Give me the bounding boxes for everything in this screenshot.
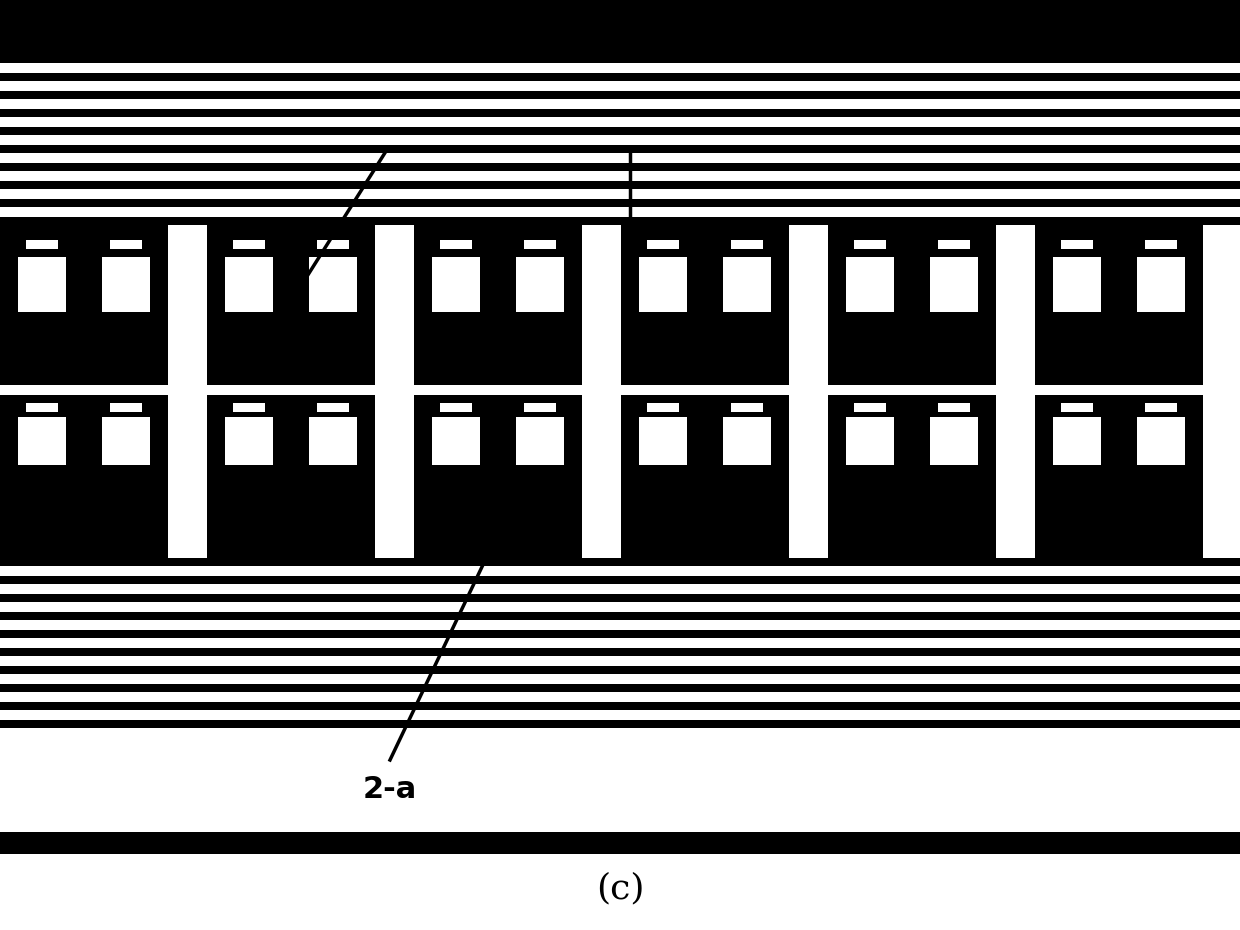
Bar [374, 222, 414, 225]
Bar [1145, 240, 1177, 249]
Bar [432, 257, 480, 312]
Bar [226, 257, 273, 312]
Bar [1203, 222, 1240, 558]
Bar [432, 417, 480, 465]
Bar [19, 257, 66, 312]
Bar [0, 217, 1240, 225]
Bar [789, 222, 828, 225]
Bar [0, 55, 1240, 63]
Bar [1053, 417, 1101, 465]
Bar [1145, 403, 1177, 412]
Bar [937, 403, 970, 412]
Bar [937, 240, 970, 249]
Bar [639, 257, 687, 312]
Bar [730, 240, 763, 249]
Bar [0, 145, 1240, 153]
Bar [930, 417, 978, 465]
Bar [0, 648, 1240, 656]
Bar [647, 403, 680, 412]
Bar [723, 417, 771, 465]
Bar [0, 181, 1240, 189]
Bar [309, 417, 357, 465]
Bar [0, 558, 1240, 566]
Text: (c): (c) [595, 871, 645, 905]
Bar [0, 702, 1240, 710]
Bar [0, 594, 1240, 602]
Bar [440, 240, 472, 249]
Bar [516, 417, 564, 465]
Bar [0, 832, 1240, 854]
Bar [846, 257, 894, 312]
Bar [0, 576, 1240, 584]
Bar [233, 240, 265, 249]
Bar [0, 73, 1240, 81]
Bar [110, 403, 143, 412]
Bar [639, 417, 687, 465]
Bar [0, 163, 1240, 171]
Bar [1061, 240, 1094, 249]
Bar [1137, 417, 1185, 465]
Bar [102, 257, 150, 312]
Bar [0, 684, 1240, 692]
Bar [167, 222, 207, 225]
Bar [0, 720, 1240, 728]
Bar [26, 240, 58, 249]
Bar [582, 222, 621, 558]
Bar [317, 240, 350, 249]
Bar [0, 199, 1240, 207]
Bar [0, 666, 1240, 674]
Bar [523, 240, 556, 249]
Bar [854, 240, 887, 249]
Bar [374, 222, 414, 558]
Bar [0, 91, 1240, 99]
Bar [309, 257, 357, 312]
Bar [226, 417, 273, 465]
Bar [317, 403, 350, 412]
Bar [846, 417, 894, 465]
Bar [516, 257, 564, 312]
Bar [1053, 257, 1101, 312]
Bar [110, 240, 143, 249]
Bar [233, 403, 265, 412]
Bar [1061, 403, 1094, 412]
Bar [996, 222, 1035, 225]
Bar [0, 222, 1240, 558]
Text: 2-a: 2-a [363, 776, 417, 804]
Bar [854, 403, 887, 412]
Bar [582, 222, 621, 225]
Bar [440, 403, 472, 412]
Bar [789, 222, 828, 558]
Bar [0, 0, 1240, 55]
Bar [523, 403, 556, 412]
Bar [0, 385, 1240, 395]
Bar [102, 417, 150, 465]
Bar [26, 403, 58, 412]
Bar [1137, 257, 1185, 312]
Bar [730, 403, 763, 412]
Bar [1203, 222, 1240, 225]
Bar [930, 257, 978, 312]
Bar [647, 240, 680, 249]
Bar [0, 612, 1240, 620]
Bar [0, 109, 1240, 117]
Bar [0, 127, 1240, 135]
Bar [723, 257, 771, 312]
Bar [19, 417, 66, 465]
Bar [0, 630, 1240, 638]
Bar [167, 222, 207, 558]
Bar [996, 222, 1035, 558]
